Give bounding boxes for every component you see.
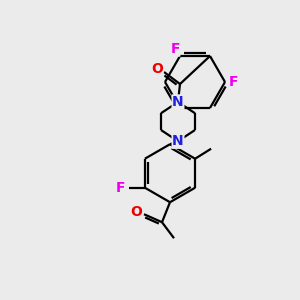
Text: F: F bbox=[228, 75, 238, 89]
Text: N: N bbox=[172, 95, 184, 109]
Text: N: N bbox=[172, 134, 184, 148]
Text: O: O bbox=[130, 205, 142, 219]
Text: F: F bbox=[116, 181, 126, 195]
Text: O: O bbox=[151, 62, 163, 76]
Text: F: F bbox=[170, 42, 180, 56]
